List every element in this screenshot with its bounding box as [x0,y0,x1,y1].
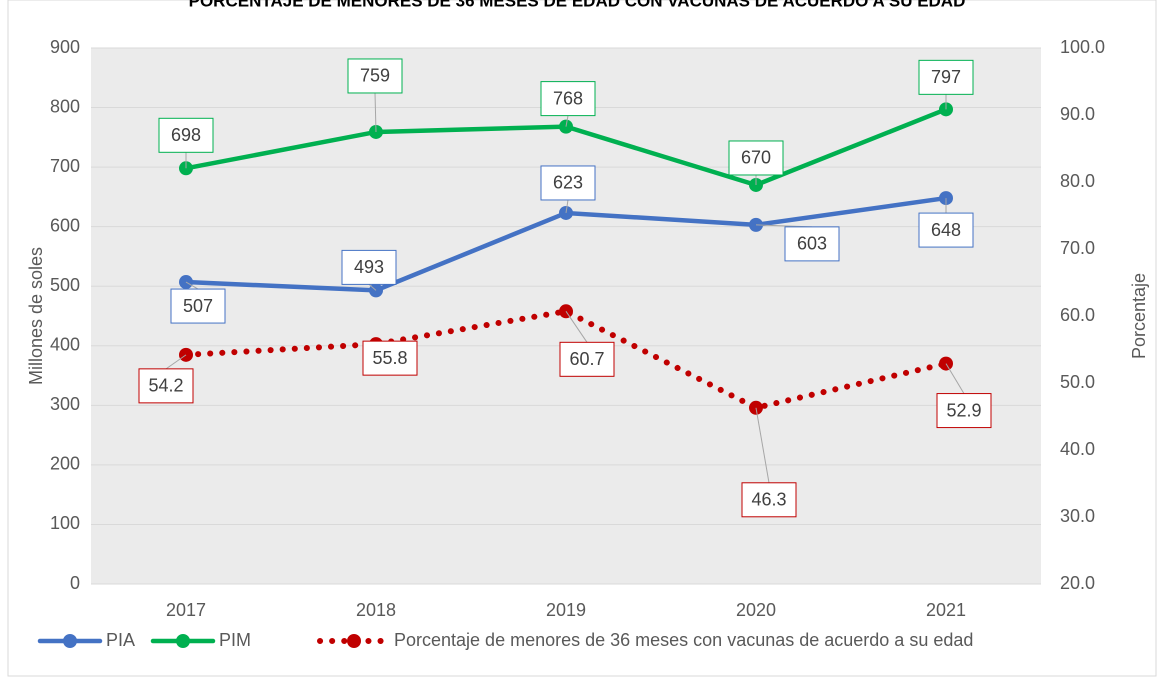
data-label-box [559,341,615,377]
leader-line [165,354,187,370]
y2-tick-label: 70.0 [1060,238,1095,258]
data-label: 623 [553,173,583,193]
data-label-box [918,59,974,95]
y-tick-label: 300 [50,394,80,414]
data-label-box [540,165,596,201]
data-label: 768 [553,88,583,108]
y2-tick-label: 90.0 [1060,104,1095,124]
data-label: 759 [360,66,390,86]
x-tick-label: 2017 [166,600,206,620]
x-tick-label: 2019 [546,600,586,620]
point-marker [559,119,573,134]
y-tick-label: 600 [50,215,80,235]
data-label-box [170,288,226,324]
leader-line [565,311,588,343]
data-label: 603 [797,234,827,254]
data-label-box [728,140,784,176]
data-label: 648 [931,220,961,240]
legend-label: PIM [219,630,251,650]
y2-tick-label: 80.0 [1060,171,1095,191]
y-tick-label: 200 [50,454,80,474]
y-tick-label: 500 [50,275,80,295]
data-label-box [362,340,418,376]
data-label: 507 [183,296,213,316]
data-label-box [918,212,974,248]
chart-title: PORCENTAJE DE MENORES DE 36 MESES DE EDA… [189,0,966,10]
legend-label: PIA [106,630,135,650]
leader-line [565,199,569,214]
y-tick-label: 100 [50,513,80,533]
y2-tick-label: 100.0 [1060,37,1105,57]
data-label: 55.8 [372,348,407,368]
y2-tick-label: 20.0 [1060,573,1095,593]
data-label: 797 [931,67,961,87]
x-tick-label: 2020 [736,600,776,620]
y2-tick-label: 30.0 [1060,506,1095,526]
data-label-box [347,58,403,94]
data-label-box [540,81,596,117]
legend-marker [347,634,361,648]
y2-tick-label: 60.0 [1060,305,1095,325]
y-tick-label: 400 [50,335,80,355]
leader-line [374,92,377,132]
data-label: 52.9 [946,400,981,420]
legend-marker [63,634,77,648]
leader-line [755,407,770,483]
y-tick-label: 800 [50,96,80,116]
data-label-box [741,482,797,518]
x-tick-label: 2018 [356,600,396,620]
leader-line [185,281,199,290]
data-label-box [341,249,397,285]
y-axis-label: Millones de soles [26,247,46,385]
data-label-box [936,393,992,429]
leader-line [565,115,569,127]
y2-tick-label: 50.0 [1060,372,1095,392]
y-tick-label: 0 [70,573,80,593]
data-label: 698 [171,125,201,145]
leader-line [945,363,965,394]
y2-axis-label: Porcentaje [1129,273,1149,359]
data-label-box [138,368,194,404]
x-tick-label: 2021 [926,600,966,620]
y-tick-label: 900 [50,37,80,57]
data-label: 493 [354,257,384,277]
y-tick-label: 700 [50,156,80,176]
leader-line [368,284,377,291]
data-label: 54.2 [148,376,183,396]
data-label-box [784,226,840,262]
data-label: 670 [741,148,771,168]
data-label: 46.3 [751,490,786,510]
legend-marker [176,634,190,648]
data-label-box [158,117,214,153]
data-label: 60.7 [569,349,604,369]
legend-label: Porcentaje de menores de 36 meses con va… [394,630,973,650]
y2-tick-label: 40.0 [1060,439,1095,459]
